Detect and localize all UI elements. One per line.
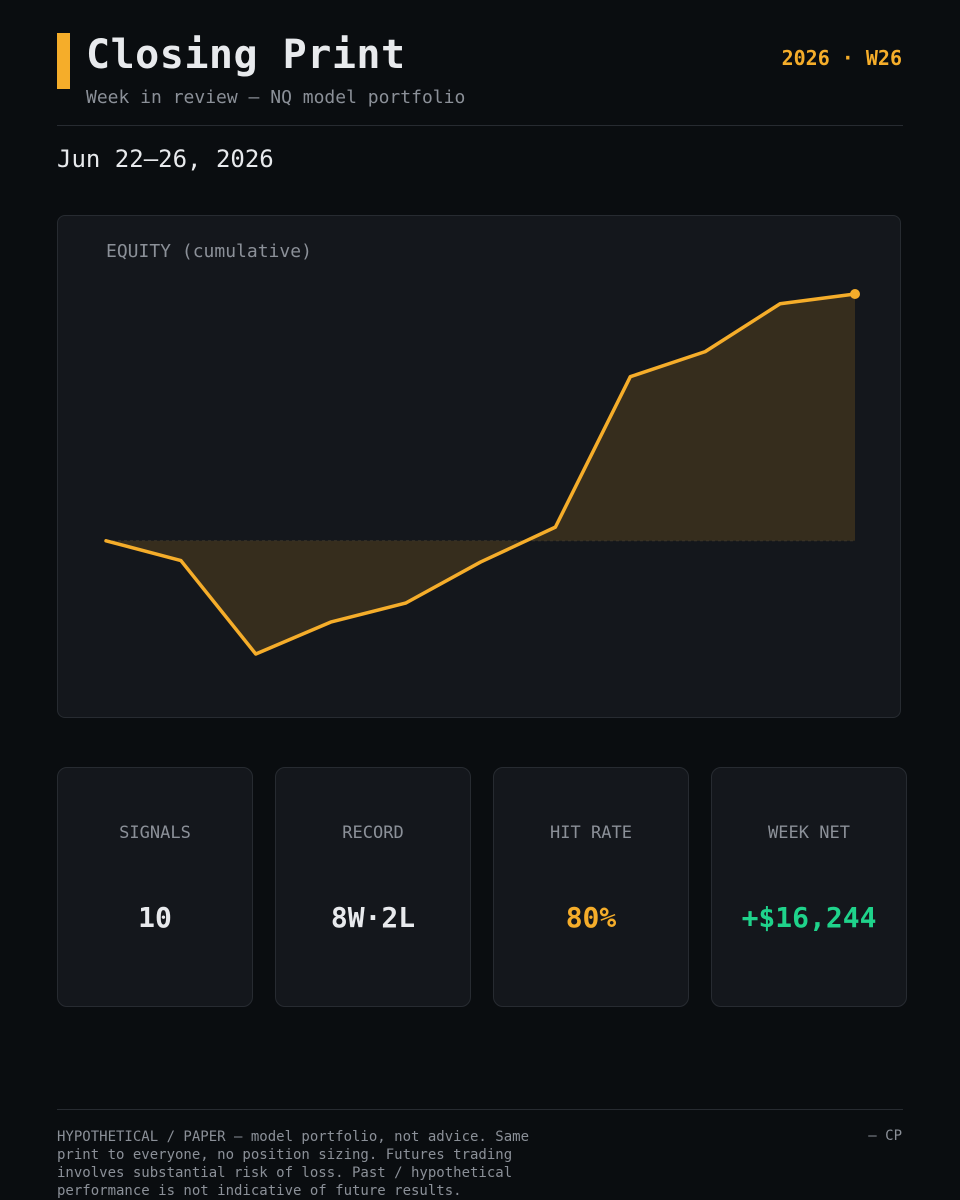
equity-point [553, 525, 557, 529]
stat-card-record: RECORD 8W·2L [275, 767, 471, 1007]
equity-point [104, 539, 108, 543]
equity-chart-panel: EQUITY (cumulative) [57, 215, 901, 718]
week-tag: 2026 · W26 [781, 46, 902, 70]
footer-divider [57, 1109, 903, 1110]
stat-label: WEEK NET [768, 823, 850, 843]
page-title: Closing Print [86, 32, 406, 78]
equity-point [329, 620, 333, 624]
equity-point [628, 375, 632, 379]
chart-title: EQUITY (cumulative) [106, 241, 312, 262]
stat-card-signals: SIGNALS 10 [57, 767, 253, 1007]
stat-value: 8W·2L [330, 901, 416, 934]
disclaimer: HYPOTHETICAL / PAPER — model portfolio, … [57, 1129, 530, 1199]
equity-point [404, 601, 408, 605]
equity-endpoint [850, 289, 860, 299]
equity-point [179, 559, 183, 563]
header-divider [57, 125, 903, 126]
equity-point [703, 350, 707, 354]
stat-label: SIGNALS [119, 823, 191, 843]
stat-card-week-net: WEEK NET +$16,244 [711, 767, 907, 1007]
equity-point [778, 302, 782, 306]
equity-area [106, 294, 855, 654]
equity-point [479, 560, 482, 564]
equity-chart [104, 289, 860, 656]
stat-label: HIT RATE [550, 823, 632, 843]
stat-value: 80% [565, 901, 617, 934]
equity-point [254, 652, 258, 656]
signature: — CP [868, 1128, 902, 1144]
date-range: Jun 22–26, 2026 [57, 145, 274, 173]
stat-label: RECORD [342, 823, 404, 843]
stat-value: 10 [138, 901, 172, 934]
page-subtitle: Week in review — NQ model portfolio [86, 87, 466, 108]
stat-value: +$16,244 [741, 901, 877, 934]
stat-card-hit-rate: HIT RATE 80% [493, 767, 689, 1007]
accent-bar [57, 33, 70, 89]
